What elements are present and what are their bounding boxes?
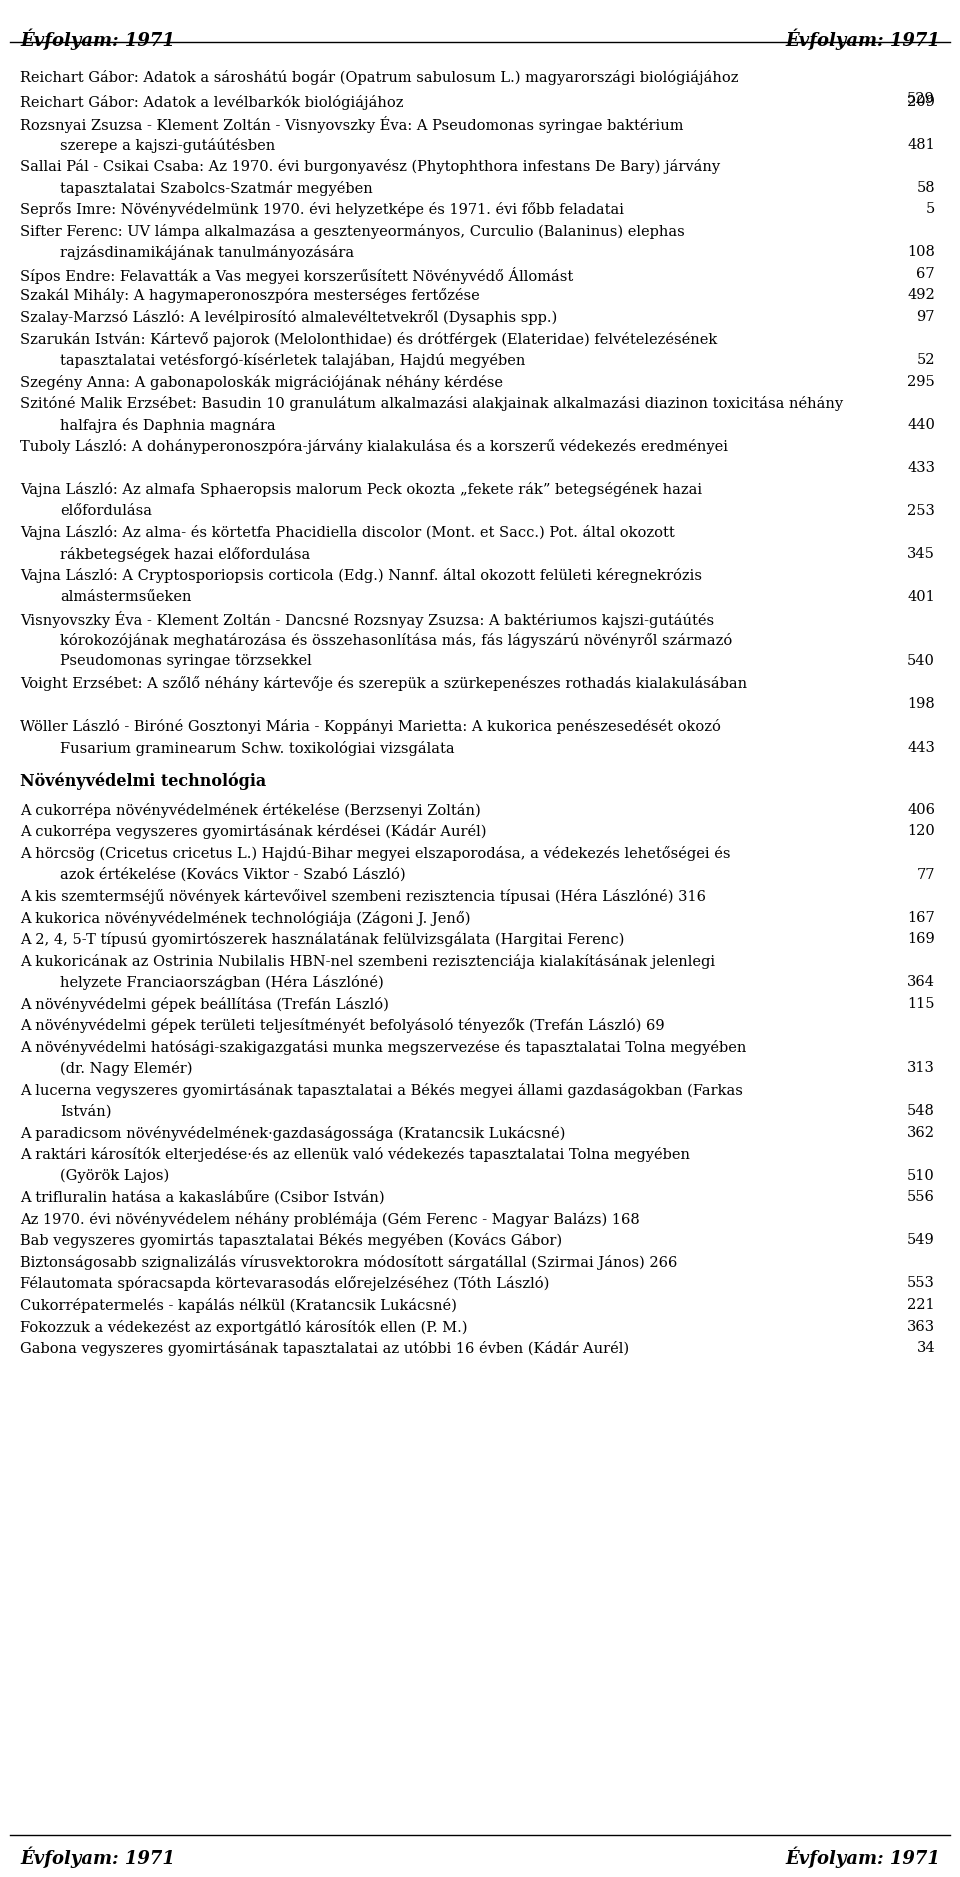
Text: Sifter Ferenc: UV lámpa alkalmazása a gesztenyeormányos, Curculio (Balaninus) el: Sifter Ferenc: UV lámpa alkalmazása a ge… (20, 223, 684, 238)
Text: 548: 548 (907, 1104, 935, 1119)
Text: 401: 401 (907, 589, 935, 604)
Text: 362: 362 (907, 1126, 935, 1139)
Text: 510: 510 (907, 1169, 935, 1183)
Text: A raktári károsítók elterjedése·és az ellenük való védekezés tapasztalatai Tolna: A raktári károsítók elterjedése·és az el… (20, 1147, 690, 1162)
Text: 295: 295 (907, 375, 935, 389)
Text: Szitóné Malik Erzsébet: Basudin 10 granulátum alkalmazási alakjainak alkalmazási: Szitóné Malik Erzsébet: Basudin 10 granu… (20, 396, 843, 411)
Text: A kukoricának az Ostrinia Nubilalis HBN-nel szembeni rezisztenciája kialakításán: A kukoricának az Ostrinia Nubilalis HBN-… (20, 954, 715, 969)
Text: 167: 167 (907, 910, 935, 925)
Text: 440: 440 (907, 417, 935, 432)
Text: 97: 97 (917, 310, 935, 325)
Text: Vajna László: Az almafa Sphaeropsis malorum Peck okozta „fekete rák” betegségéne: Vajna László: Az almafa Sphaeropsis malo… (20, 482, 702, 497)
Text: Visnyovszky Éva - Klement Zoltán - Dancsné Rozsnyay Zsuzsa: A baktériumos kajszi: Visnyovszky Éva - Klement Zoltán - Dancs… (20, 612, 714, 629)
Text: A hörcsög (Cricetus cricetus L.) Hajdú-Bihar megyei elszaporodása, a védekezés l: A hörcsög (Cricetus cricetus L.) Hajdú-B… (20, 847, 731, 862)
Text: A növényvédelmi gépek beállítása (Trefán László): A növényvédelmi gépek beállítása (Trefán… (20, 997, 389, 1012)
Text: Pseudomonas syringae törzsekkel: Pseudomonas syringae törzsekkel (60, 655, 312, 668)
Text: 540: 540 (907, 655, 935, 668)
Text: 406: 406 (907, 803, 935, 816)
Text: 549: 549 (907, 1233, 935, 1248)
Text: Biztonságosabb szignalizálás vírusvektorokra módosított sárgatállal (Szirmai Ján: Biztonságosabb szignalizálás vírusvektor… (20, 1256, 678, 1271)
Text: Wöller László - Biróné Gosztonyi Mária - Koppányi Marietta: A kukorica penészese: Wöller László - Biróné Gosztonyi Mária -… (20, 719, 721, 734)
Text: 77: 77 (917, 867, 935, 882)
Text: Fusarium graminearum Schw. toxikológiai vizsgálata: Fusarium graminearum Schw. toxikológiai … (60, 741, 455, 756)
Text: tapasztalatai Szabolcs-Szatmár megyében: tapasztalatai Szabolcs-Szatmár megyében (60, 180, 372, 195)
Text: A trifluralin hatása a kakaslábűre (Csibor István): A trifluralin hatása a kakaslábűre (Csib… (20, 1190, 385, 1205)
Text: Szarukán István: Kártevő pajorok (Melolonthidae) és drótférgek (Elateridae) felv: Szarukán István: Kártevő pajorok (Melolo… (20, 332, 717, 347)
Text: 108: 108 (907, 246, 935, 259)
Text: halfajra és Daphnia magnára: halfajra és Daphnia magnára (60, 417, 276, 432)
Text: 553: 553 (907, 1276, 935, 1291)
Text: 5: 5 (925, 203, 935, 216)
Text: 313: 313 (907, 1061, 935, 1076)
Text: tapasztalatai vetésforgó-kísérletek talajában, Hajdú megyében: tapasztalatai vetésforgó-kísérletek tala… (60, 353, 525, 368)
Text: István): István) (60, 1104, 111, 1119)
Text: 253: 253 (907, 503, 935, 518)
Text: A paradicsom növényvédelmének·gazdaságossága (Kratancsik Lukácsné): A paradicsom növényvédelmének·gazdaságos… (20, 1126, 565, 1141)
Text: A növényvédelmi hatósági-szakigazgatási munka megszervezése és tapasztalatai Tol: A növényvédelmi hatósági-szakigazgatási … (20, 1040, 746, 1055)
Text: 120: 120 (907, 824, 935, 839)
Text: 58: 58 (917, 180, 935, 195)
Text: Seprős Imre: Növényvédelmünk 1970. évi helyzetképe és 1971. évi főbb feladatai: Seprős Imre: Növényvédelmünk 1970. évi h… (20, 203, 624, 218)
Text: 198: 198 (907, 698, 935, 711)
Text: Szegény Anna: A gabonapoloskák migrációjának néhány kérdése: Szegény Anna: A gabonapoloskák migrációj… (20, 375, 503, 390)
Text: helyzete Franciaországban (Héra Lászlóné): helyzete Franciaországban (Héra Lászlóné… (60, 976, 384, 991)
Text: Évfolyam: 1971: Évfolyam: 1971 (20, 1847, 175, 1868)
Text: szerepe a kajszi-gutáútésben: szerepe a kajszi-gutáútésben (60, 137, 276, 152)
Text: Bab vegyszeres gyomirtás tapasztalatai Békés megyében (Kovács Gábor): Bab vegyszeres gyomirtás tapasztalatai B… (20, 1233, 563, 1248)
Text: A lucerna vegyszeres gyomirtásának tapasztalatai a Békés megyei állami gazdaságo: A lucerna vegyszeres gyomirtásának tapas… (20, 1083, 743, 1098)
Text: rajzásdinamikájának tanulmányozására: rajzásdinamikájának tanulmányozására (60, 246, 354, 261)
Text: Voight Erzsébet: A szőlő néhány kártevője és szerepük a szürkepenészes rothadás : Voight Erzsébet: A szőlő néhány kártevőj… (20, 676, 747, 691)
Text: (Györök Lajos): (Györök Lajos) (60, 1169, 169, 1183)
Text: 209: 209 (907, 94, 935, 109)
Text: 363: 363 (907, 1320, 935, 1333)
Text: 34: 34 (917, 1340, 935, 1355)
Text: A cukorrépa vegyszeres gyomirtásának kérdései (Kádár Aurél): A cukorrépa vegyszeres gyomirtásának kér… (20, 824, 487, 839)
Text: Reichart Gábor: Adatok a sároshátú bogár (Opatrum sabulosum L.) magyarországi bi: Reichart Gábor: Adatok a sároshátú bogár… (20, 69, 738, 84)
Text: Növényvédelmi technológia: Növényvédelmi technológia (20, 773, 266, 790)
Text: Sallai Pál - Csikai Csaba: Az 1970. évi burgonyavész (Phytophthora infestans De : Sallai Pál - Csikai Csaba: Az 1970. évi … (20, 160, 720, 175)
Text: A 2, 4, 5-T típusú gyomirtószerek használatának felülvizsgálata (Hargitai Ferenc: A 2, 4, 5-T típusú gyomirtószerek haszná… (20, 933, 624, 948)
Text: Évfolyam: 1971: Évfolyam: 1971 (785, 1847, 940, 1868)
Text: Évfolyam: 1971: Évfolyam: 1971 (20, 28, 175, 49)
Text: 529: 529 (907, 92, 935, 105)
Text: rákbetegségek hazai előfordulása: rákbetegségek hazai előfordulása (60, 546, 310, 561)
Text: Cukorrépatermelés - kapálás nélkül (Kratancsik Lukácsné): Cukorrépatermelés - kapálás nélkül (Krat… (20, 1299, 457, 1314)
Text: 364: 364 (907, 976, 935, 989)
Text: Évfolyam: 1971: Évfolyam: 1971 (785, 28, 940, 49)
Text: A cukorrépa növényvédelmének értékelése (Berzsenyi Zoltán): A cukorrépa növényvédelmének értékelése … (20, 803, 481, 818)
Text: A kis szemtermséjű növények kártevőivel szembeni rezisztencia típusai (Héra Lász: A kis szemtermséjű növények kártevőivel … (20, 890, 706, 905)
Text: 67: 67 (917, 267, 935, 282)
Text: azok értékelése (Kovács Viktor - Szabó László): azok értékelése (Kovács Viktor - Szabó L… (60, 867, 406, 882)
Text: 345: 345 (907, 546, 935, 561)
Text: Reichart Gábor: Adatok a levélbarkók biológiájához: Reichart Gábor: Adatok a levélbarkók bio… (20, 94, 403, 109)
Text: Szakál Mihály: A hagymaperonoszpóra mesterséges fertőzése: Szakál Mihály: A hagymaperonoszpóra mest… (20, 289, 480, 304)
Text: kórokozójának meghatározása és összehasonlítása más, fás lágyszárú növényről szá: kórokozójának meghatározása és összehaso… (60, 633, 732, 648)
Text: Fokozzuk a védekezést az exportgátló károsítók ellen (P. M.): Fokozzuk a védekezést az exportgátló kár… (20, 1320, 468, 1335)
Text: Vajna László: A Cryptosporiopsis corticola (Edg.) Nannf. által okozott felületi : Vajna László: A Cryptosporiopsis cortico… (20, 569, 702, 584)
Text: 433: 433 (907, 460, 935, 475)
Text: 492: 492 (907, 289, 935, 302)
Text: Gabona vegyszeres gyomirtásának tapasztalatai az utóbbi 16 évben (Kádár Aurél): Gabona vegyszeres gyomirtásának tapaszta… (20, 1340, 629, 1355)
Text: 169: 169 (907, 933, 935, 946)
Text: A növényvédelmi gépek területi teljesítményét befolyásoló tényezők (Trefán Lászl: A növényvédelmi gépek területi teljesítm… (20, 1017, 664, 1032)
Text: Félautomata spóracsapda körtevarasodás előrejelzéséhez (Tóth László): Félautomata spóracsapda körtevarasodás e… (20, 1276, 549, 1291)
Text: Vajna László: Az alma- és körtetfa Phacidiella discolor (Mont. et Sacc.) Pot. ál: Vajna László: Az alma- és körtetfa Phaci… (20, 526, 675, 541)
Text: 556: 556 (907, 1190, 935, 1205)
Text: Rozsnyai Zsuzsa - Klement Zoltán - Visnyovszky Éva: A Pseudomonas syringae bakté: Rozsnyai Zsuzsa - Klement Zoltán - Visny… (20, 116, 684, 133)
Text: Sípos Endre: Felavatták a Vas megyei korszerűsített Növényvédő Állomást: Sípos Endre: Felavatták a Vas megyei kor… (20, 267, 573, 283)
Text: 221: 221 (907, 1299, 935, 1312)
Text: A kukorica növényvédelmének technológiája (Zágoni J. Jenő): A kukorica növényvédelmének technológiáj… (20, 910, 470, 925)
Text: 115: 115 (907, 997, 935, 1010)
Text: Szalay-Marzsó László: A levélpirosító almalevéltetvekről (Dysaphis spp.): Szalay-Marzsó László: A levélpirosító al… (20, 310, 557, 325)
Text: Az 1970. évi növényvédelem néhány problémája (Gém Ferenc - Magyar Balázs) 168: Az 1970. évi növényvédelem néhány problé… (20, 1213, 639, 1228)
Text: 52: 52 (917, 353, 935, 368)
Text: Tuboly László: A dohányperonoszpóra-járvány kialakulása és a korszerű védekezés : Tuboly László: A dohányperonoszpóra-járv… (20, 439, 728, 454)
Text: 443: 443 (907, 741, 935, 755)
Text: 481: 481 (907, 137, 935, 152)
Text: (dr. Nagy Elemér): (dr. Nagy Elemér) (60, 1061, 193, 1076)
Text: almástermsűeken: almástermsűeken (60, 589, 191, 604)
Text: előfordulása: előfordulása (60, 503, 152, 518)
